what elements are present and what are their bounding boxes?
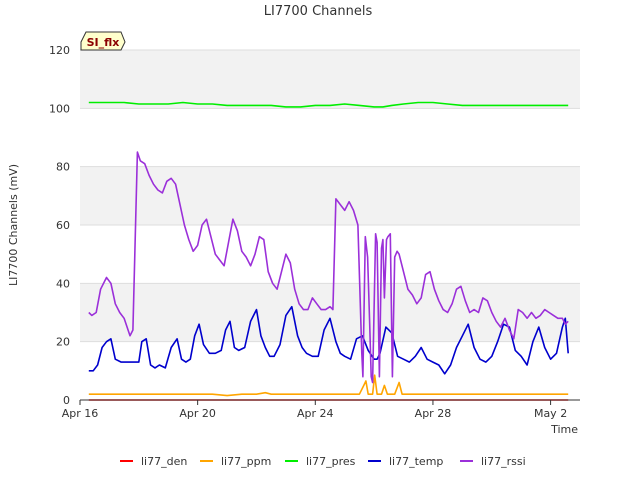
legend-label: li77_den [141, 455, 187, 468]
x-tick-label: Apr 24 [297, 407, 334, 420]
legend-label: li77_pres [306, 455, 356, 468]
plot-band [80, 341, 580, 400]
legend-item-li77-den: li77_den [120, 455, 187, 468]
y-tick-label: 40 [56, 277, 70, 290]
x-tick-label: Apr 28 [415, 407, 452, 420]
x-tick-label: Apr 20 [179, 407, 216, 420]
series-line-li77-rssi [88, 151, 569, 384]
series-line-li77-temp [88, 305, 569, 375]
plot-band [80, 166, 580, 225]
plot-band [80, 225, 580, 284]
legend-label: li77_temp [389, 455, 443, 468]
legend: li77_den li77_ppm li77_pres li77_temp li77_r… [120, 455, 526, 468]
y-tick-label: 0 [63, 394, 70, 407]
legend-item-li77-pres: li77_pres [285, 455, 356, 468]
chart-title: LI7700 Channels [264, 4, 373, 19]
plot-band [80, 283, 580, 342]
y-axis-title: LI7700 Channels (mV) [7, 164, 20, 286]
legend-item-li77-temp: li77_temp [368, 455, 443, 468]
axes [79, 399, 580, 405]
tick-labels: 0 20 40 60 80 100 120 Apr 16 Apr 20 Apr 24 Apr 28 M… [49, 44, 567, 420]
y-tick-label: 60 [56, 219, 70, 232]
plot-band [80, 108, 580, 167]
y-tick-label: 80 [56, 161, 70, 174]
flag-badge: SI_flx [80, 31, 126, 51]
plot-band [80, 50, 580, 109]
y-tick-label: 120 [49, 44, 70, 57]
flag-badge-label: SI_flx [87, 36, 120, 49]
y-tick-label: 100 [49, 102, 70, 115]
legend-label: li77_rssi [481, 455, 526, 468]
plot-background-bands [80, 50, 580, 400]
x-tick-label: May 2 [534, 407, 567, 420]
flag-badge-shape [80, 31, 126, 51]
legend-item-li77-ppm: li77_ppm [200, 455, 271, 468]
x-tick-label: Apr 16 [62, 407, 99, 420]
legend-label: li77_ppm [221, 455, 271, 468]
series-line-li77-ppm [88, 374, 569, 397]
y-tick-label: 20 [56, 336, 70, 349]
series-line-li77-pres [88, 101, 569, 108]
legend-item-li77-rssi: li77_rssi [460, 455, 526, 468]
x-axis-title: Time [550, 423, 578, 436]
